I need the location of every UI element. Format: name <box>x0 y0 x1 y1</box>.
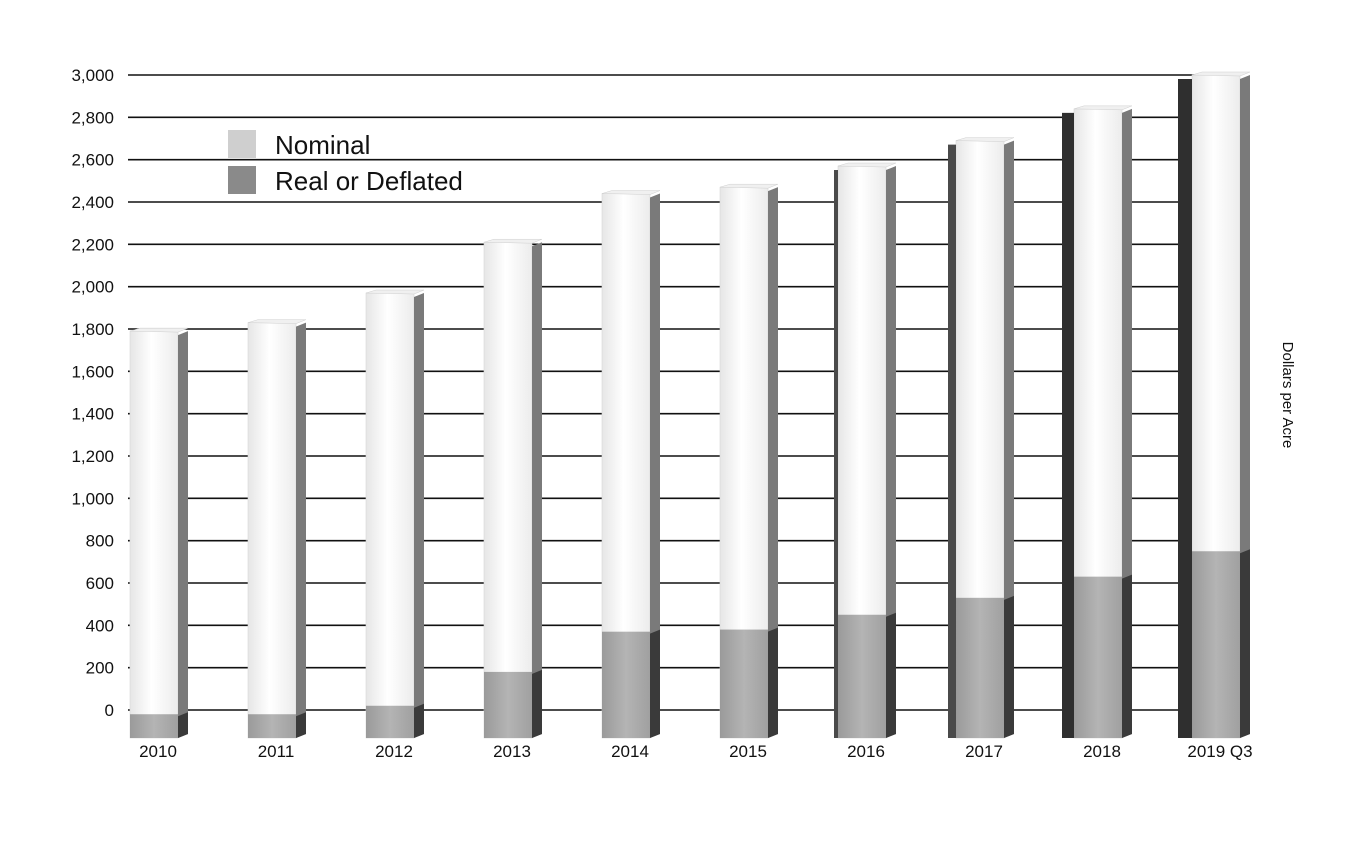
x-category-label: 2016 <box>847 742 885 761</box>
bar-group <box>247 319 307 739</box>
bar-nominal-side <box>650 193 660 739</box>
bar-nominal-side <box>414 293 424 738</box>
y-tick-label: 800 <box>86 532 114 551</box>
y-tick-label: 2,000 <box>71 278 114 297</box>
y-tick-label: 1,400 <box>71 405 114 424</box>
bar-real <box>1192 551 1240 738</box>
bar-shadow <box>1178 79 1192 738</box>
y-tick-label: 400 <box>86 616 114 635</box>
gridlines <box>128 74 1240 711</box>
bar-real <box>720 629 768 738</box>
bar-nominal-side <box>886 166 896 738</box>
y-tick-label: 600 <box>86 574 114 593</box>
x-category-label: 2012 <box>375 742 413 761</box>
bar-nominal-top <box>837 162 897 168</box>
bar-nominal-top <box>1073 105 1133 111</box>
y-tick-label: 2,400 <box>71 193 114 212</box>
legend-swatch-real <box>228 166 256 194</box>
bar-real-side <box>1122 574 1132 738</box>
legend-swatch-nominal <box>228 130 256 158</box>
bar-group <box>129 327 189 739</box>
bar-nominal-top <box>719 183 779 189</box>
y-tick-label: 2,200 <box>71 235 114 254</box>
x-category-label: 2014 <box>611 742 649 761</box>
bar-nominal <box>129 330 179 739</box>
x-category-label: 2018 <box>1083 742 1121 761</box>
y-tick-label: 2,600 <box>71 151 114 170</box>
bar-real <box>366 705 414 738</box>
bar-nominal-side <box>296 322 306 738</box>
bar-group <box>1178 71 1251 739</box>
legend-label-real: Real or Deflated <box>275 166 463 196</box>
y-tick-label: 1,000 <box>71 489 114 508</box>
bar-shadow <box>1062 112 1074 738</box>
bar-group <box>1062 105 1133 739</box>
bar-nominal <box>483 241 533 739</box>
bar-real <box>130 714 178 738</box>
y-tick-label: 1,200 <box>71 447 114 466</box>
x-axis-labels: 2010 2011 2012 2013 2014 2015 2016 2017 2018 2019… <box>139 742 1253 761</box>
x-category-label: 2019 Q3 <box>1187 742 1252 761</box>
bar-real <box>602 631 650 738</box>
bar-real-side <box>178 712 188 738</box>
bar-real-side <box>1004 595 1014 738</box>
bar-group <box>483 238 543 739</box>
bar-real-side <box>886 612 896 738</box>
y-tick-label: 0 <box>105 701 114 720</box>
bar-real-side <box>296 712 306 738</box>
bar-real-side <box>532 669 542 738</box>
bar-nominal <box>247 322 297 739</box>
y-tick-label: 1,800 <box>71 320 114 339</box>
bar-nominal-top <box>601 190 661 195</box>
bar-nominal-top <box>955 137 1015 142</box>
bar-shadow <box>948 144 956 738</box>
bar-real <box>1074 576 1122 738</box>
bar-group <box>719 183 779 739</box>
bar-real-side <box>650 629 660 738</box>
bar-nominal <box>365 292 415 739</box>
y-tick-label: 1,600 <box>71 362 114 381</box>
x-category-label: 2017 <box>965 742 1003 761</box>
bar-real <box>956 597 1004 738</box>
bar-nominal-top <box>483 238 543 244</box>
bar-real-side <box>1240 549 1250 738</box>
x-category-label: 2011 <box>258 742 295 761</box>
bar-group <box>365 289 425 739</box>
bar-nominal-top <box>129 327 189 333</box>
bar-nominal-side <box>178 331 188 738</box>
bar-group <box>948 137 1015 739</box>
bars <box>129 71 1251 739</box>
y-tick-label: 3,000 <box>71 66 114 85</box>
bar-group <box>834 162 897 739</box>
bar-nominal-side <box>1004 140 1014 738</box>
bar-real <box>248 714 296 738</box>
legend: Nominal Real or Deflated <box>228 130 463 196</box>
bar-nominal-side <box>768 187 778 738</box>
x-category-label: 2010 <box>139 742 177 761</box>
bar-nominal-side <box>532 242 542 738</box>
y-tick-label: 2,800 <box>71 108 114 127</box>
y-axis-title: Dollars per Acre <box>1279 342 1296 449</box>
y-axis-ticks: 0 200 400 600 800 1,000 1,200 1,400 1,600 1,800 2,… <box>71 66 114 720</box>
legend-label-nominal: Nominal <box>275 130 370 160</box>
bar-shadow <box>834 170 838 738</box>
bar-nominal-top <box>1191 71 1251 77</box>
x-category-label: 2013 <box>493 742 531 761</box>
bar-real <box>484 671 532 738</box>
bar-group <box>601 190 661 739</box>
bar-real-side <box>768 627 778 738</box>
bar-real <box>838 614 886 738</box>
bar-nominal-top <box>365 289 425 295</box>
y-tick-label: 200 <box>86 659 114 678</box>
bar-real-side <box>414 703 424 738</box>
bar-nominal-top <box>247 319 307 324</box>
x-category-label: 2015 <box>729 742 767 761</box>
